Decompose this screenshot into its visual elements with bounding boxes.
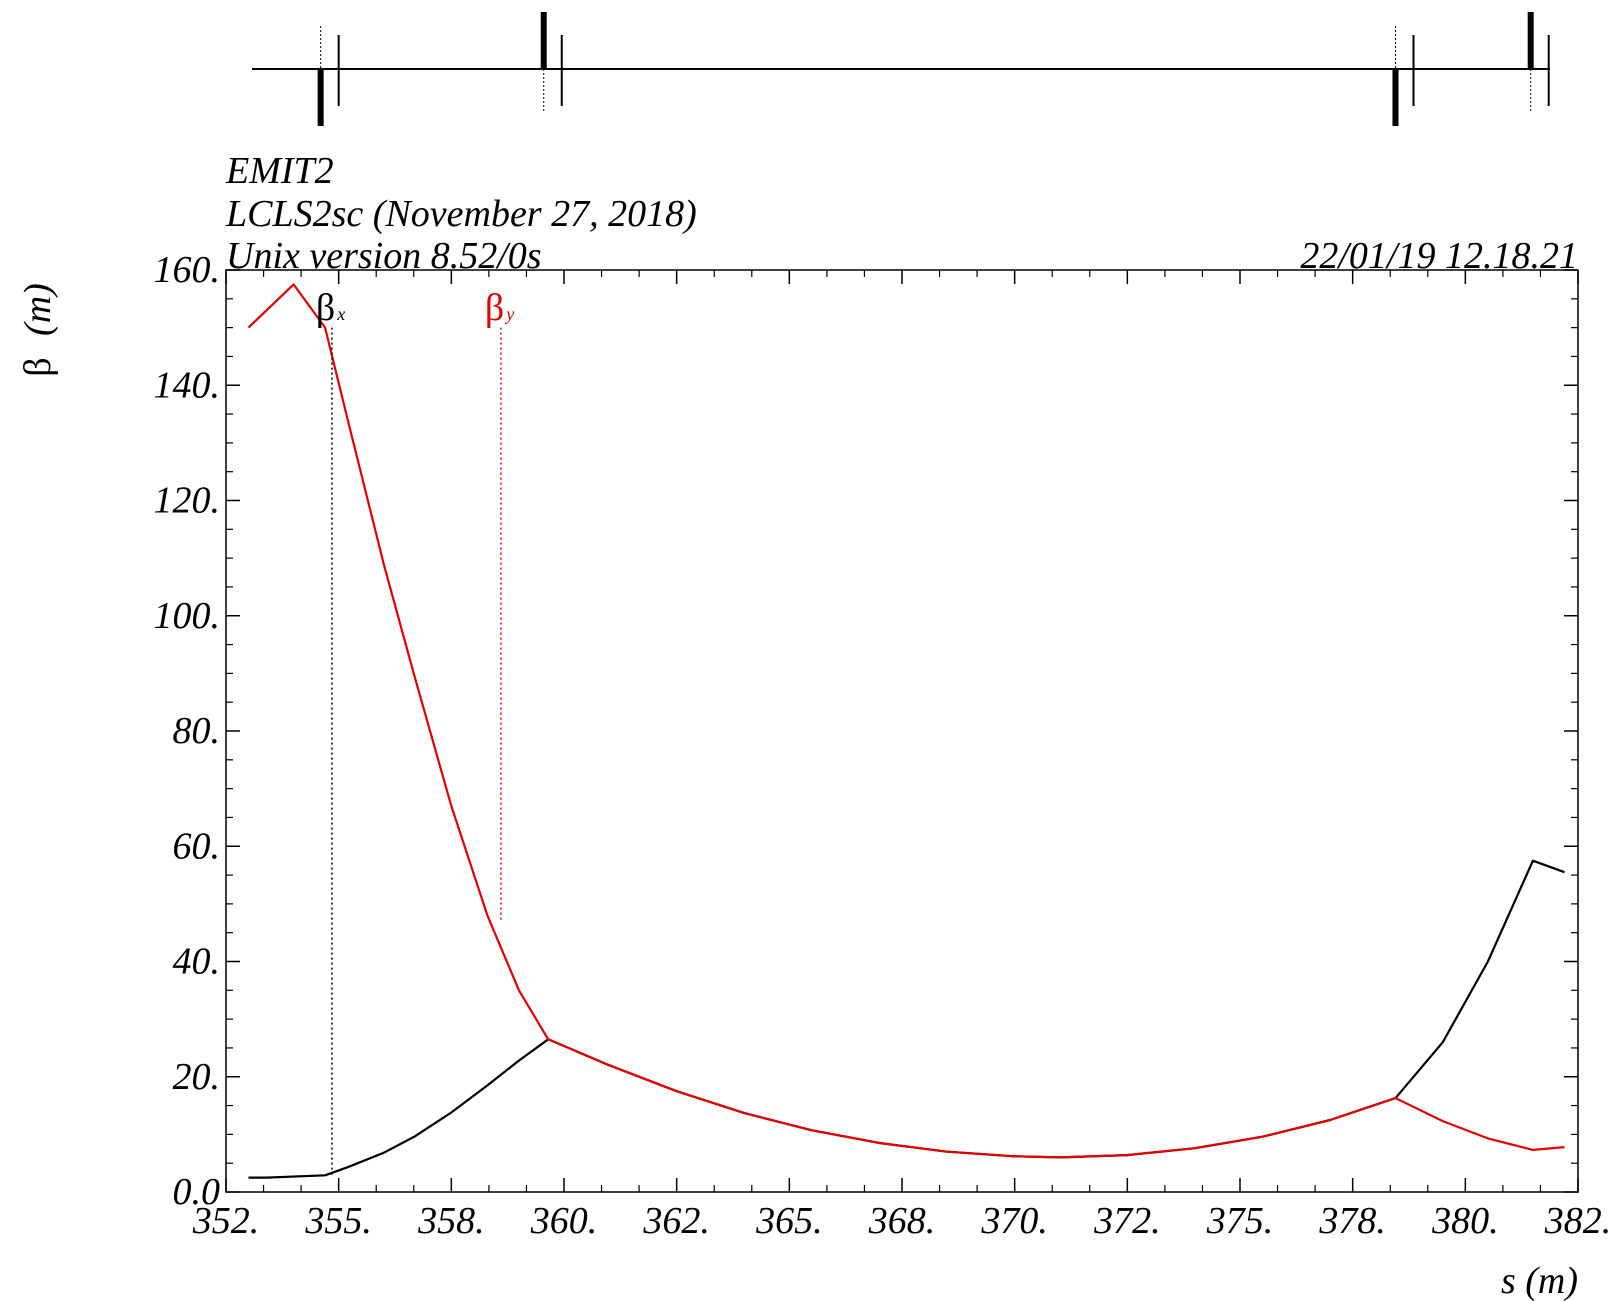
x-axis-title: s (m) xyxy=(1501,1260,1578,1301)
legend-symbol: β xyxy=(316,287,335,329)
y-tick-label: 140. xyxy=(154,364,221,406)
x-tick-label: 370. xyxy=(980,1200,1048,1242)
y-tick-label: 0.0 xyxy=(173,1171,221,1213)
x-tick-label: 378. xyxy=(1318,1200,1386,1242)
y-tick-label: 120. xyxy=(154,480,221,522)
y-tick-label: 160. xyxy=(154,249,221,291)
y-tick-label: 100. xyxy=(154,595,221,637)
x-tick-label: 355. xyxy=(304,1200,372,1242)
y-tick-label: 40. xyxy=(173,941,221,983)
series-layer xyxy=(247,283,1565,1179)
x-tick-label: 352. xyxy=(192,1200,260,1242)
legend-subscript: y xyxy=(504,304,514,324)
x-tick-label: 380. xyxy=(1431,1200,1499,1242)
x-tick-label: 360. xyxy=(530,1200,598,1242)
lattice-quadrupole xyxy=(1527,12,1534,69)
y-axis-title-text: β (m) xyxy=(17,283,59,377)
y-axis-symbol: β xyxy=(17,357,59,376)
x-tick-label: 368. xyxy=(868,1200,936,1242)
lattice-quadrupole xyxy=(317,69,324,126)
legend-symbol: β xyxy=(485,287,504,329)
header-lattice: LCLS2sc (November 27, 2018) xyxy=(225,193,697,235)
series-beta-y-line xyxy=(247,283,1565,1159)
lattice-quadrupole xyxy=(540,12,547,69)
y-tick-label: 80. xyxy=(173,710,221,752)
plot-axes: 352. 355. 358. 360. 362. 365. 368. 370. 372. 375.… xyxy=(154,249,1612,1242)
lattice-element-bar xyxy=(252,12,1550,126)
x-tick-label: 375. xyxy=(1206,1200,1274,1242)
y-tick-label: 20. xyxy=(173,1056,221,1098)
y-axis-title: β (m) xyxy=(17,283,59,377)
lattice-quadrupole xyxy=(1392,69,1399,126)
header-program: EMIT2 xyxy=(225,150,334,192)
x-tick-label: 365. xyxy=(755,1200,823,1242)
x-tick-label: 382. xyxy=(1544,1200,1612,1242)
legend-subscript: x xyxy=(336,304,345,324)
x-tick-label: 372. xyxy=(1093,1200,1161,1242)
x-tick-label: 358. xyxy=(417,1200,485,1242)
y-axis-unit: (m) xyxy=(17,283,59,336)
x-tick-label: 362. xyxy=(642,1200,710,1242)
y-tick-label: 60. xyxy=(173,825,221,867)
